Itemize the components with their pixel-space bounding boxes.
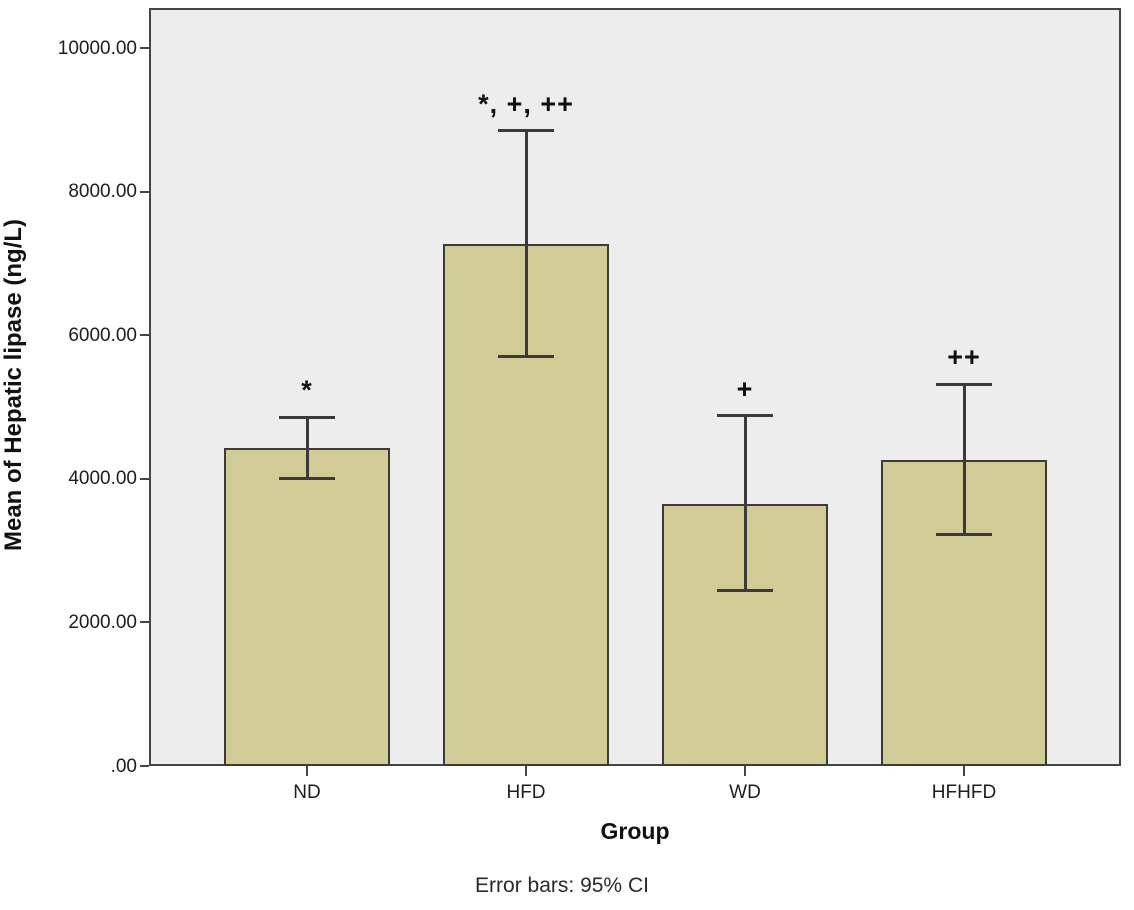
error-bar-cap-top-HFHFD: [936, 382, 992, 386]
error-bar-line-HFHFD: [962, 384, 966, 535]
bar-HFHFD: [881, 460, 1047, 766]
error-bars-footnote: Error bars: 95% CI: [475, 874, 649, 897]
y-axis-tick-label: .00: [110, 755, 137, 777]
significance-annotation-HFHFD: ++: [947, 342, 981, 373]
significance-annotation-WD: +: [736, 373, 754, 404]
error-bar-cap-top-WD: [717, 414, 773, 418]
x-category-label-HFD: HFD: [506, 782, 546, 803]
y-axis-tick-label: 8000.00: [68, 181, 137, 203]
y-axis-tick: [140, 190, 149, 193]
error-bar-line-WD: [743, 415, 747, 591]
significance-annotation-HFD: *, +, ++: [478, 88, 574, 119]
x-axis-tick: [306, 766, 308, 776]
y-axis-title: Mean of Hepatic lipase (ng/L): [0, 218, 27, 552]
error-bar-line-HFD: [524, 130, 528, 357]
x-category-label-HFHFD: HFHFD: [931, 782, 997, 803]
x-axis-tick: [963, 766, 965, 776]
y-axis-tick: [140, 477, 149, 480]
y-axis-tick: [140, 334, 149, 337]
error-bar-cap-bottom-HFHFD: [936, 533, 992, 537]
y-axis-tick-label: 4000.00: [68, 468, 137, 490]
x-category-label-ND: ND: [293, 782, 321, 803]
x-axis-title: Group: [600, 818, 670, 844]
x-axis-tick: [744, 766, 746, 776]
y-axis-tick-label: 2000.00: [68, 611, 137, 633]
error-bar-cap-top-HFD: [498, 129, 554, 133]
error-bar-cap-bottom-WD: [717, 588, 773, 592]
y-axis-tick-label: 6000.00: [68, 324, 137, 346]
error-bar-line-ND: [305, 417, 309, 479]
x-axis-tick: [525, 766, 527, 776]
x-category-label-WD: WD: [729, 782, 761, 803]
y-axis-tick: [140, 47, 149, 49]
significance-annotation-ND: *: [301, 375, 313, 406]
y-axis-tick-label: 10000.00: [57, 37, 137, 59]
error-bar-cap-top-ND: [279, 415, 335, 419]
error-bar-cap-bottom-HFD: [498, 355, 554, 359]
bar-ND: [224, 447, 390, 766]
error-bar-cap-bottom-ND: [279, 476, 335, 480]
y-axis-tick: [140, 621, 149, 624]
y-axis-tick: [140, 765, 149, 767]
